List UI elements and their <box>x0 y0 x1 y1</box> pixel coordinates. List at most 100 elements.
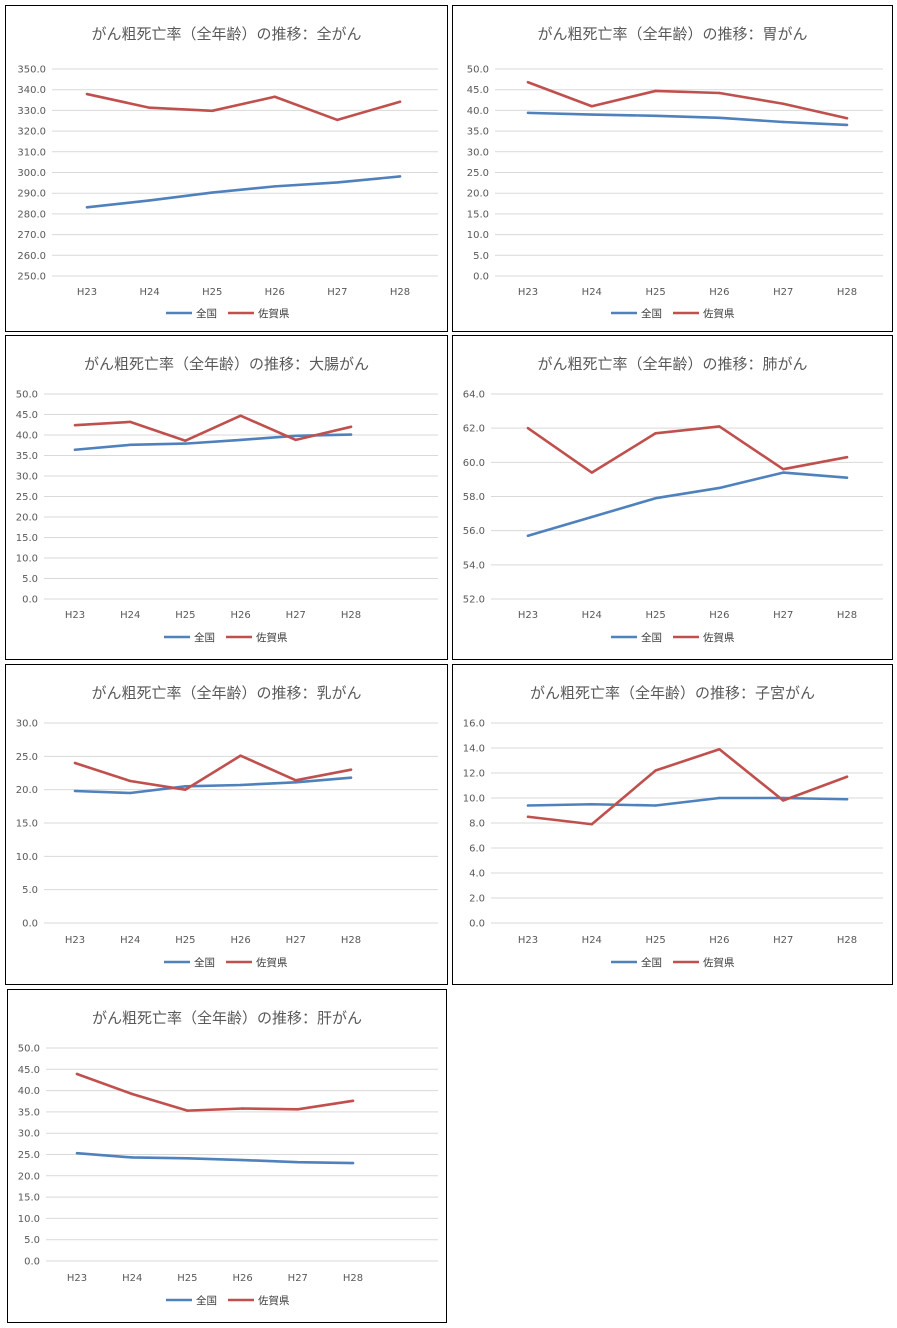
data-point <box>718 425 721 428</box>
chart-panel-stomach-cancer: がん粗死亡率（全年齢）の推移：胃がん 0.0 5.0 10.0 15.0 20.0 25.0… <box>452 5 893 332</box>
legend: 全国 佐賀県 <box>166 307 290 320</box>
y-tick-label: 280.0 <box>17 209 46 220</box>
data-point <box>336 118 339 122</box>
chart-panel-all-cancer: がん粗死亡率（全年齢）の推移：全がん 250.0 260.0 270.0 280.0 29… <box>5 5 448 332</box>
chart-panel-lung-cancer: がん粗死亡率（全年齢）の推移：肺がん 52.0 54.0 56.0 58.0 60.0 62… <box>452 335 893 660</box>
data-point <box>148 106 151 109</box>
chart-title: がん粗死亡率（全年齢）の推移：胃がん <box>537 25 807 43</box>
data-point <box>782 467 785 471</box>
legend-national-label: 全国 <box>194 956 215 969</box>
series-line-national <box>526 796 849 807</box>
legend: 全国 佐賀県 <box>164 956 288 969</box>
data-point <box>241 1107 244 1110</box>
data-point <box>845 456 849 459</box>
x-tick-label: H25 <box>202 287 222 298</box>
y-tick-label: 10.0 <box>467 230 489 241</box>
data-point <box>294 781 297 784</box>
legend-national-label: 全国 <box>641 307 662 320</box>
x-tick-label: H26 <box>232 1273 252 1284</box>
data-point <box>184 442 187 445</box>
x-tick-label: H23 <box>65 935 85 946</box>
data-point <box>590 803 593 806</box>
data-point <box>782 471 785 474</box>
data-point <box>296 1160 299 1164</box>
chart-svg: がん粗死亡率（全年齢）の推移：肝がん 0.0 5.0 10.0 15.0 20.0 25.0… <box>18 1009 438 1307</box>
x-tick-label: H23 <box>518 287 538 298</box>
y-tick-label: 320.0 <box>17 127 46 138</box>
data-point <box>845 775 849 778</box>
y-tick-label: 10.0 <box>16 554 38 565</box>
data-point <box>349 768 353 771</box>
data-point <box>129 420 132 424</box>
y-tick-label: 15.0 <box>16 819 38 830</box>
data-point <box>590 823 593 826</box>
x-tick-label: H24 <box>582 287 602 298</box>
chart-title: がん粗死亡率（全年齢）の推移：子宮がん <box>530 684 815 702</box>
data-point <box>654 432 657 435</box>
x-tick-label: H28 <box>343 1273 363 1284</box>
data-point <box>654 89 657 93</box>
data-point <box>349 433 353 436</box>
legend-saga-label: 佐賀県 <box>258 1294 290 1307</box>
series-line-national <box>73 776 353 795</box>
series-line-saga <box>526 747 849 826</box>
y-tick-label: 60.0 <box>463 458 485 469</box>
data-point <box>294 779 297 782</box>
data-point <box>590 515 593 519</box>
chart-panel-breast-cancer: がん粗死亡率（全年齢）の推移：乳がん 0.0 5.0 10.0 15.0 20.0 25.0… <box>5 664 448 985</box>
y-tick-label: 25.0 <box>16 492 38 503</box>
y-tick-label: 2.0 <box>469 894 485 905</box>
legend-saga-label: 佐賀県 <box>256 956 288 969</box>
chart-svg: がん粗死亡率（全年齢）の推移：大腸がん 0.0 5.0 10.0 15.0 20.0 25.… <box>16 355 438 644</box>
legend: 全国 佐賀県 <box>164 631 288 644</box>
x-tick-label: H24 <box>139 287 159 298</box>
y-tick-label: 40.0 <box>467 106 489 117</box>
data-point <box>398 100 402 103</box>
legend: 全国 佐賀県 <box>611 956 735 969</box>
data-point <box>184 439 187 442</box>
x-tick-label: H26 <box>230 610 250 621</box>
data-point <box>184 785 187 788</box>
y-tick-label: 25.0 <box>467 168 489 179</box>
x-tick-label: H28 <box>837 935 857 946</box>
y-tick-label: 30.0 <box>467 147 489 158</box>
x-tick-label: H23 <box>65 610 85 621</box>
y-tick-label: 58.0 <box>463 492 485 503</box>
x-tick-label: H25 <box>645 287 665 298</box>
y-tick-label: 5.0 <box>22 574 38 585</box>
data-point <box>349 425 353 428</box>
data-point <box>349 776 353 779</box>
series-line-saga <box>526 425 849 474</box>
data-point <box>398 175 402 178</box>
x-tick-label: H25 <box>175 610 195 621</box>
data-point <box>526 804 530 807</box>
chart-title: がん粗死亡率（全年齢）の推移：乳がん <box>91 684 361 702</box>
legend: 全国 佐賀県 <box>611 307 735 320</box>
series-line-saga <box>85 92 402 122</box>
y-tick-label: 15.0 <box>467 209 489 220</box>
data-point <box>526 815 530 818</box>
y-tick-label: 250.0 <box>17 272 46 283</box>
data-point <box>718 796 721 800</box>
data-point <box>239 438 242 442</box>
y-tick-label: 0.0 <box>473 272 489 283</box>
x-tick-label: H28 <box>341 610 361 621</box>
data-point <box>186 1157 189 1160</box>
x-tick-label: H25 <box>175 935 195 946</box>
y-tick-label: 35.0 <box>16 451 38 462</box>
y-tick-label: 0.0 <box>24 1257 40 1268</box>
series-line-national <box>85 175 402 209</box>
y-tick-label: 5.0 <box>24 1235 40 1246</box>
x-tick-label: H23 <box>77 287 97 298</box>
legend-national-label: 全国 <box>196 1294 217 1307</box>
y-tick-label: 10.0 <box>16 852 38 863</box>
series-line-saga <box>75 1072 355 1112</box>
data-point <box>351 1161 355 1165</box>
chart-svg: がん粗死亡率（全年齢）の推移：乳がん 0.0 5.0 10.0 15.0 20.0 25.0… <box>16 684 438 969</box>
x-tick-label: H26 <box>709 287 729 298</box>
chart-panel-uterine-cancer: がん粗死亡率（全年齢）の推移：子宮がん 0.0 2.0 4.0 6.0 8.0 10.0 12… <box>452 664 893 985</box>
x-tick-label: H24 <box>120 935 140 946</box>
data-point <box>526 111 530 115</box>
x-tick-label: H27 <box>773 935 793 946</box>
x-tick-label: H27 <box>286 610 306 621</box>
